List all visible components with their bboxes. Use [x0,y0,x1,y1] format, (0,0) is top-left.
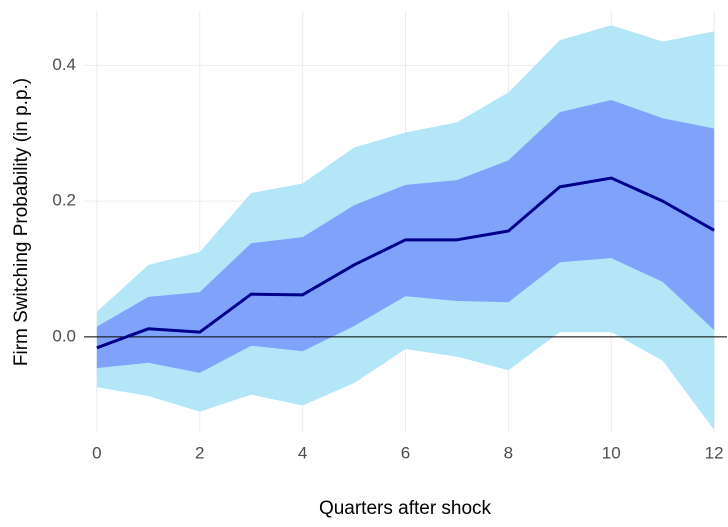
y-axis-title: Firm Switching Probability (in p.p.) [11,78,32,366]
x-tick-label: 10 [602,443,621,462]
confidence-band [96,99,715,373]
x-tick-label: 4 [298,443,307,462]
line [96,176,715,350]
x-tick-label: 6 [401,443,410,462]
x-tick-label: 8 [504,443,513,462]
x-tick-label: 0 [92,443,101,462]
x-tick-label: 2 [195,443,204,462]
y-tick-label: 0.0 [52,326,76,345]
y-tick-label: 0.4 [52,55,76,74]
x-axis-title: Quarters after shock [319,498,492,519]
y-tick-label: 0.2 [52,191,76,210]
x-tick-label: 12 [705,443,724,462]
